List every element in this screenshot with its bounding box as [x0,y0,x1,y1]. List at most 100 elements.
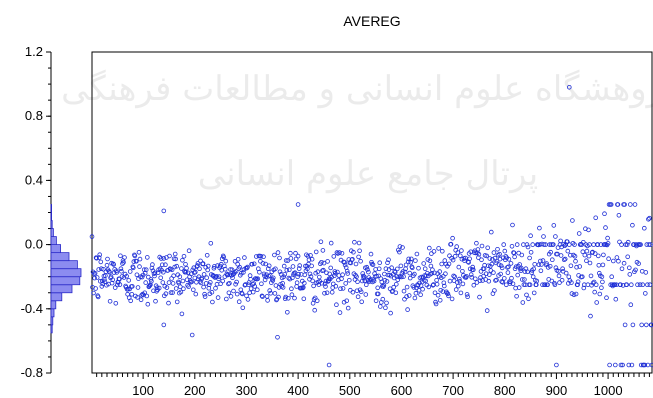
data-point [392,269,398,275]
data-point [413,290,419,296]
histogram-bar [50,284,73,294]
data-point [208,241,214,246]
data-point [199,275,205,281]
data-point [310,300,316,306]
data-point [221,254,227,260]
histogram-bar [50,324,53,334]
data-point [407,275,413,281]
data-point [573,291,579,297]
data-point [452,274,458,280]
data-point [527,255,532,261]
data-point [563,270,569,276]
data-point [574,264,579,270]
data-point [540,258,546,263]
data-point [166,280,172,285]
data-point [166,300,171,306]
data-point [394,266,400,272]
data-point [101,266,106,272]
data-point [178,289,184,295]
data-point [167,253,172,259]
data-point [513,264,519,270]
data-point [395,277,401,283]
data-point [596,270,602,276]
data-point [434,277,439,283]
data-point [359,299,365,305]
data-point [266,263,272,269]
chart-title: AVEREG [343,13,400,29]
data-point [447,278,453,284]
data-point [573,258,578,264]
data-point [181,286,186,292]
data-point [247,290,252,296]
data-point [614,255,620,260]
data-point [356,254,361,260]
data-point [296,271,301,277]
data-point [549,278,555,284]
data-point [490,257,495,262]
histogram-bar [50,252,70,262]
data-point [331,273,337,279]
data-point [423,278,429,284]
data-point [516,285,522,290]
data-point [412,271,417,277]
data-point [138,297,144,303]
data-point [220,278,226,284]
data-point [588,273,594,279]
data-point [169,267,175,273]
data-point [231,288,236,294]
data-point [358,289,364,295]
data-point [437,297,443,303]
data-point [624,282,629,288]
data-point [110,277,115,283]
data-point [575,282,580,288]
data-point [642,291,648,296]
data-point [403,262,409,268]
data-point [262,277,268,283]
data-point [423,273,429,279]
data-point [245,264,250,270]
data-point [370,262,376,268]
data-point [488,229,494,235]
data-point [328,240,334,246]
data-point [412,295,418,301]
data-point [549,257,555,263]
data-point [464,292,470,297]
data-point [353,261,359,267]
data-point [226,290,232,296]
data-point [434,281,440,287]
data-point [499,265,505,271]
data-point [448,241,454,247]
data-point [99,266,104,272]
data-point [318,239,324,245]
data-point [150,262,155,267]
data-point [113,300,119,306]
data-point [449,296,455,302]
data-point [432,290,438,296]
histogram-bar [50,308,55,318]
data-point [384,279,390,284]
data-point [340,272,345,278]
data-point [477,278,483,284]
data-point [195,263,200,268]
data-point [89,234,95,239]
data-point [179,266,184,271]
data-point [501,242,507,247]
data-point [97,252,102,258]
data-point [558,238,563,244]
data-point [484,253,490,259]
data-point [321,267,326,273]
data-point [541,242,547,247]
data-point [139,292,144,298]
data-point [441,280,447,286]
data-point [230,275,235,281]
data-point [270,278,276,283]
data-point [200,261,206,266]
data-point [455,250,461,255]
data-point [189,279,195,285]
data-point [627,272,633,277]
data-point [408,256,414,262]
data-point [519,252,525,258]
data-point [233,281,238,287]
data-point [363,282,369,288]
